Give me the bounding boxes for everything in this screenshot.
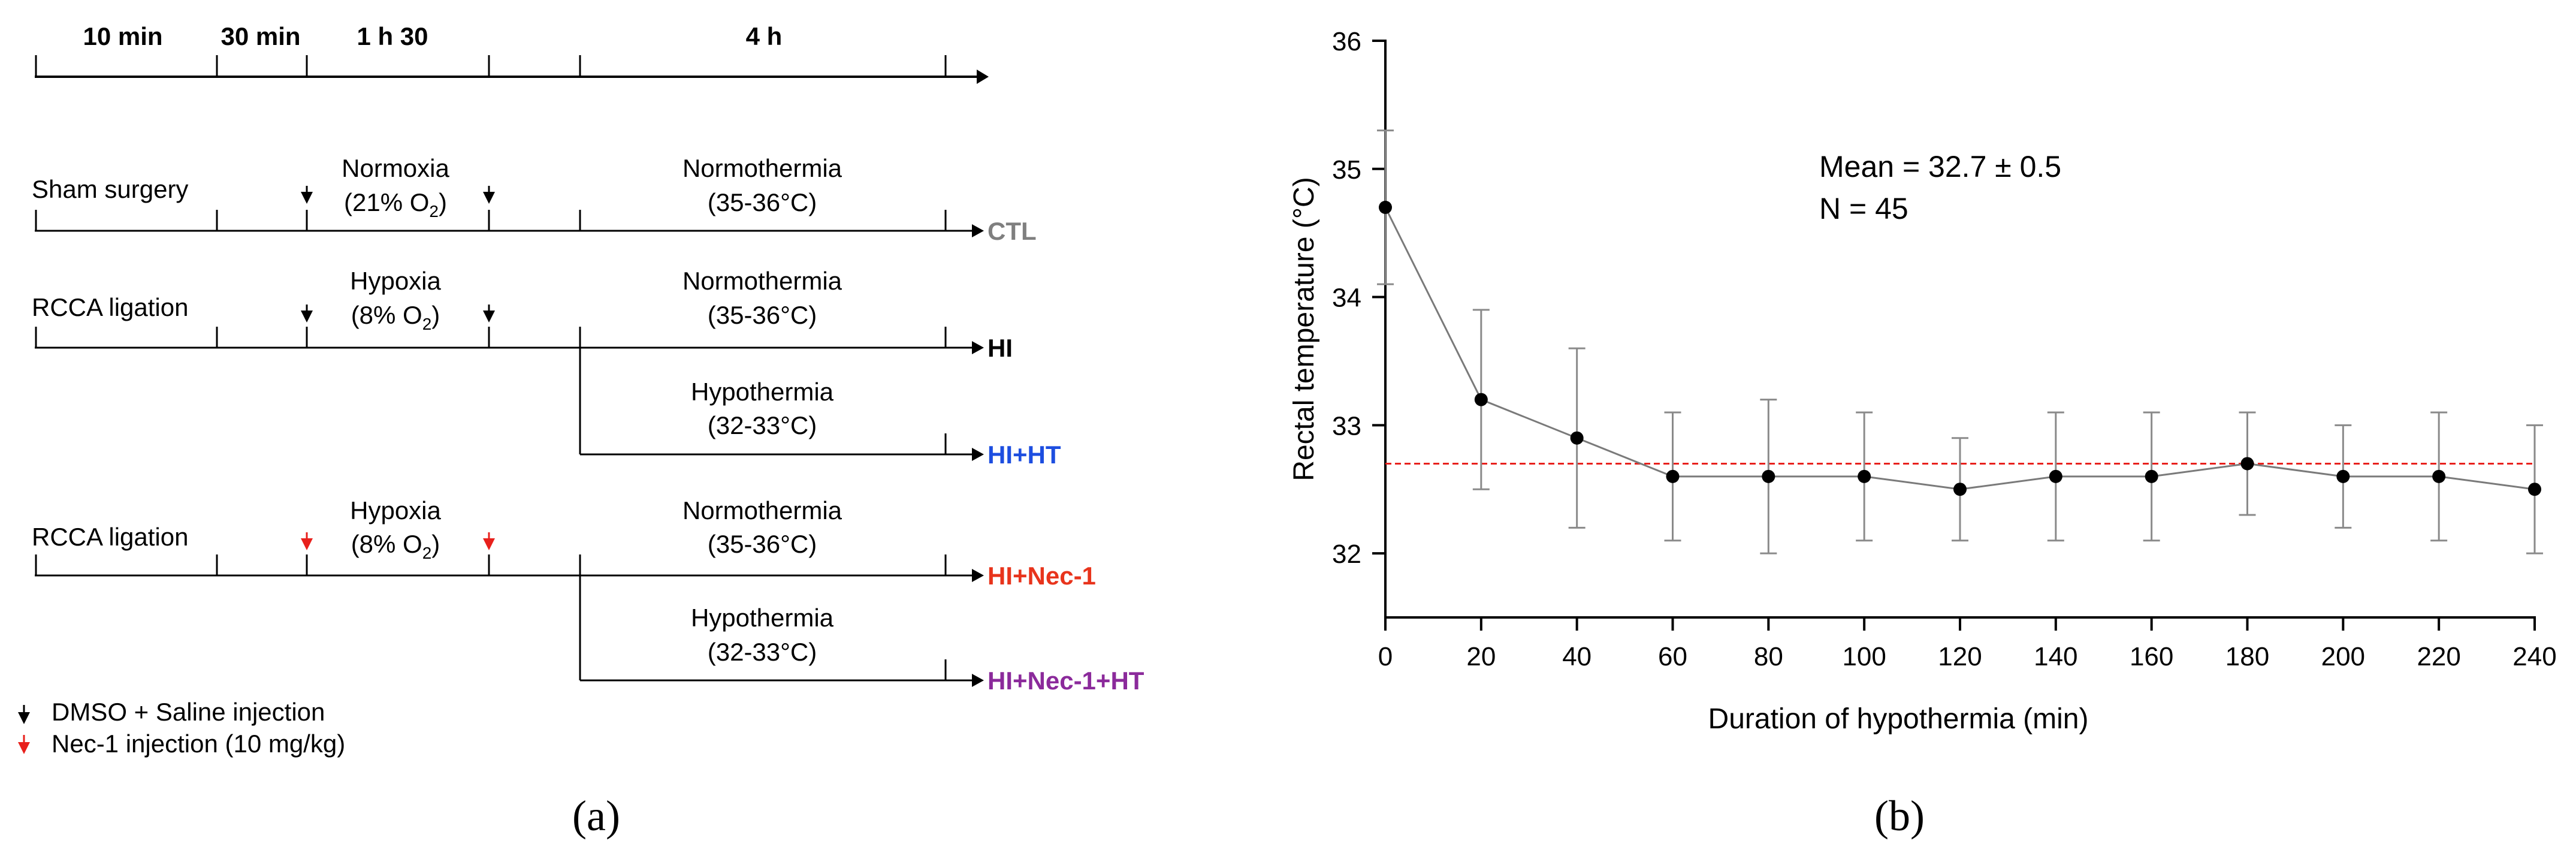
phase2-range: (32-33°C) — [708, 638, 817, 666]
legend-saline: DMSO + Saline injection — [52, 698, 325, 726]
panel-label-b: (b) — [1874, 792, 1925, 840]
row-hi-ht: Hypothermia (32-33°C) HI+HT — [579, 327, 1061, 469]
x-tick-label: 200 — [2321, 642, 2365, 671]
data-point — [2432, 469, 2446, 483]
x-tick-label: 240 — [2512, 642, 2556, 671]
time-label-30min: 30 min — [221, 22, 300, 50]
data-point — [1953, 483, 1967, 496]
saline-injection-icon — [483, 192, 495, 204]
group-label-hi-nec1-ht: HI+Nec-1+HT — [987, 667, 1144, 695]
x-tick-label: 120 — [1938, 642, 1982, 671]
surgery-label: Sham surgery — [32, 175, 188, 203]
nec1-injection-icon — [18, 742, 30, 754]
phase2-label: Hypothermia — [691, 378, 834, 406]
x-tick-label: 60 — [1658, 642, 1687, 671]
saline-injection-icon — [483, 311, 495, 322]
y-tick-label: 33 — [1332, 411, 1361, 441]
saline-injection-icon — [301, 192, 313, 204]
row-hi: RCCA ligation Hypoxia (8% O2) Normotherm… — [32, 267, 1013, 362]
time-axis: 10 min 30 min 1 h 30 4 h — [35, 22, 989, 84]
protocol-diagram: 10 min 30 min 1 h 30 4 h Sham surgery No… — [18, 22, 1144, 840]
time-axis-arrowhead — [977, 70, 989, 84]
y-tick-label: 32 — [1332, 539, 1361, 569]
x-tick-label: 100 — [1842, 642, 1886, 671]
data-point — [2049, 469, 2062, 483]
saline-injection-icon — [18, 712, 30, 724]
temperature-chart: 32 33 34 35 36 0 20 40 60 80 100 120 140 160 180 200 220… — [1288, 27, 2557, 840]
data-point — [1570, 431, 1584, 445]
y-tick-label: 34 — [1332, 284, 1361, 313]
time-label-4h: 4 h — [746, 22, 783, 50]
data-point — [2240, 457, 2254, 471]
data-point — [1762, 469, 1775, 483]
phase2-label: Hypothermia — [691, 604, 834, 632]
data-point — [2336, 469, 2350, 483]
legend-nec1: Nec-1 injection (10 mg/kg) — [52, 730, 345, 758]
surgery-label: RCCA ligation — [32, 523, 188, 551]
x-tick-label: 180 — [2225, 642, 2269, 671]
x-tick-label: 160 — [2130, 642, 2173, 671]
x-tick-label: 40 — [1562, 642, 1591, 671]
group-label-ctl: CTL — [987, 217, 1037, 245]
phase2-range: (35-36°C) — [708, 301, 817, 329]
phase2-range: (35-36°C) — [708, 530, 817, 558]
phase2-range: (32-33°C) — [708, 411, 817, 439]
x-axis-label: Duration of hypothermia (min) — [1708, 703, 2089, 735]
x-tick-label: 80 — [1754, 642, 1783, 671]
time-label-10min: 10 min — [83, 22, 162, 50]
phase1-o2-label: (21% O2) — [344, 188, 447, 221]
surgery-label: RCCA ligation — [32, 293, 188, 321]
mean-annotation: Mean = 32.7 ± 0.5 — [1819, 150, 2061, 183]
data-point — [2528, 483, 2541, 496]
saline-injection-icon — [301, 311, 313, 322]
y-tick-label: 36 — [1332, 27, 1361, 56]
x-tick-label: 220 — [2417, 642, 2460, 671]
row-hi-nec1-ht: Hypothermia (32-33°C) HI+Nec-1+HT — [579, 554, 1144, 695]
panel-label-a: (a) — [572, 792, 620, 840]
phase1-label: Normoxia — [342, 154, 449, 182]
phase2-label: Normothermia — [682, 267, 842, 295]
data-point — [1379, 200, 1392, 214]
x-tick-label: 20 — [1466, 642, 1496, 671]
phase1-o2-label: (8% O2) — [351, 530, 440, 562]
x-tick-label: 0 — [1378, 642, 1393, 671]
injection-legend: DMSO + Saline injection Nec-1 injection … — [18, 698, 345, 758]
data-point — [2145, 469, 2158, 483]
x-tick-label: 140 — [2034, 642, 2077, 671]
row-hi-nec1: RCCA ligation Hypoxia (8% O2) Normotherm… — [32, 496, 1096, 590]
data-point — [1858, 469, 1871, 483]
phase1-label: Hypoxia — [350, 496, 441, 525]
phase1-o2-label: (8% O2) — [351, 301, 440, 333]
phase2-label: Normothermia — [682, 154, 842, 182]
group-label-hi-ht: HI+HT — [987, 441, 1061, 469]
group-label-hi: HI — [987, 334, 1013, 362]
nec1-injection-icon — [301, 538, 313, 550]
phase1-label: Hypoxia — [350, 267, 441, 295]
y-tick-label: 35 — [1332, 155, 1361, 185]
time-label-1h30: 1 h 30 — [357, 22, 428, 50]
group-label-hi-nec1: HI+Nec-1 — [987, 562, 1096, 590]
n-annotation: N = 45 — [1819, 192, 1908, 225]
row-ctl: Sham surgery Normoxia (21% O2) Normother… — [32, 154, 1037, 245]
phase2-label: Normothermia — [682, 496, 842, 525]
nec1-injection-icon — [483, 538, 495, 550]
data-point — [1666, 469, 1680, 483]
y-axis-label: Rectal temperature (°C) — [1288, 177, 1320, 481]
data-point — [1474, 393, 1488, 406]
phase2-range: (35-36°C) — [708, 188, 817, 216]
time-axis-ticks — [35, 55, 947, 77]
